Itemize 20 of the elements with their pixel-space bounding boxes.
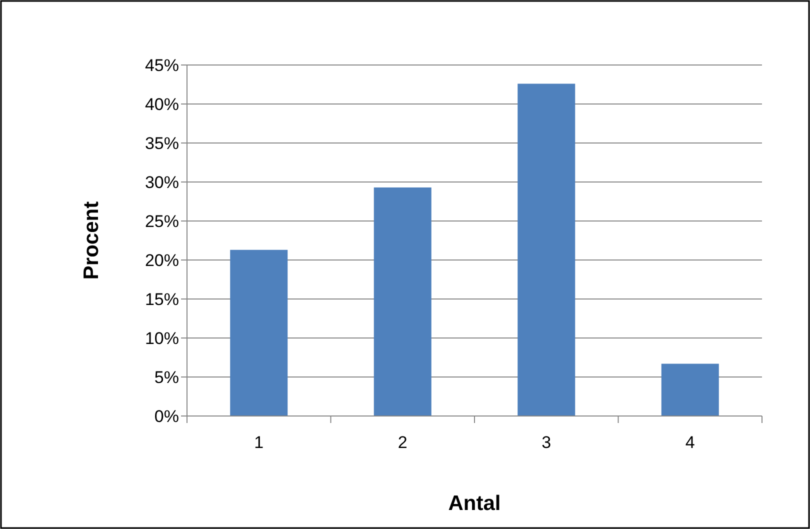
bar bbox=[230, 250, 288, 416]
bar bbox=[661, 364, 719, 416]
x-tick-label: 4 bbox=[685, 433, 695, 452]
x-tick-label: 1 bbox=[254, 433, 264, 452]
y-tick-label: 30% bbox=[144, 172, 179, 192]
y-tick-label: 45% bbox=[144, 56, 179, 75]
bar bbox=[518, 84, 576, 416]
bar bbox=[374, 187, 432, 416]
x-tick-label: 3 bbox=[542, 433, 552, 452]
x-axis-title: Antal bbox=[448, 492, 501, 515]
y-tick-label: 5% bbox=[154, 368, 179, 387]
y-tick-label: 10% bbox=[144, 328, 179, 348]
y-axis-title: Procent bbox=[80, 201, 103, 280]
y-tick-label: 25% bbox=[144, 212, 179, 231]
x-tick-label: 2 bbox=[398, 433, 408, 452]
y-tick-label: 15% bbox=[144, 290, 179, 309]
y-tick-label: 20% bbox=[144, 250, 179, 270]
y-tick-label: 0% bbox=[154, 406, 179, 426]
y-tick-label: 40% bbox=[144, 94, 179, 114]
y-tick-label: 35% bbox=[144, 134, 179, 153]
